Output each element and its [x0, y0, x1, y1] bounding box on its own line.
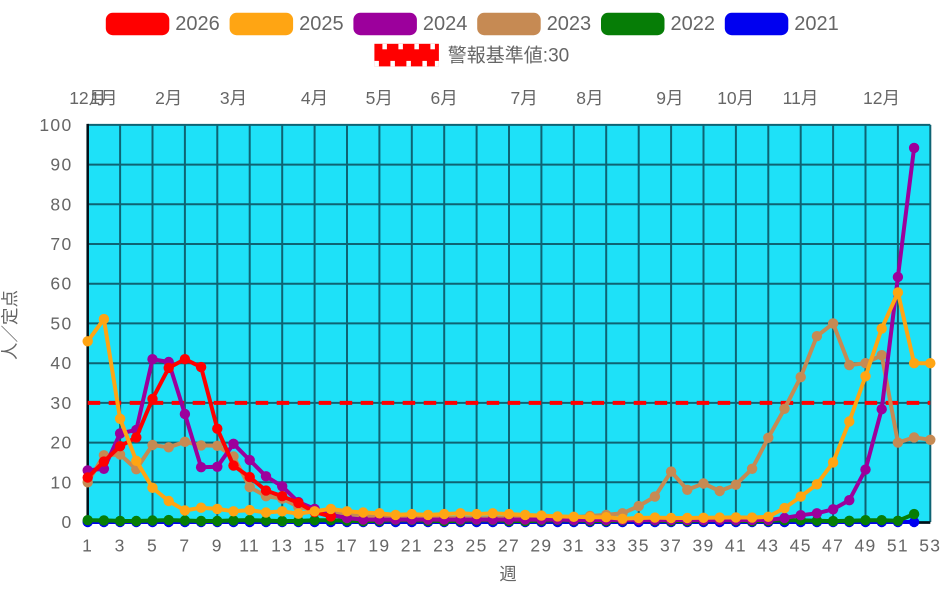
svg-text:2022: 2022 — [671, 13, 716, 35]
svg-text:19: 19 — [368, 536, 390, 556]
svg-text:80: 80 — [50, 194, 72, 214]
svg-text:3: 3 — [115, 536, 126, 556]
svg-text:7月: 7月 — [510, 88, 537, 108]
svg-text:90: 90 — [50, 155, 72, 175]
svg-text:21: 21 — [401, 536, 423, 556]
svg-text:41: 41 — [725, 536, 747, 556]
svg-text:33: 33 — [595, 536, 617, 556]
svg-text:25: 25 — [466, 536, 488, 556]
svg-text:7: 7 — [179, 536, 190, 556]
svg-text:2025: 2025 — [299, 13, 344, 35]
svg-text:100: 100 — [39, 115, 72, 135]
svg-text:35: 35 — [628, 536, 650, 556]
svg-text:39: 39 — [692, 536, 714, 556]
svg-text:50: 50 — [50, 313, 72, 333]
svg-text:43: 43 — [757, 536, 779, 556]
svg-text:2024: 2024 — [423, 13, 468, 35]
svg-text:0: 0 — [61, 512, 72, 532]
svg-text:47: 47 — [822, 536, 844, 556]
svg-text:20: 20 — [50, 433, 72, 453]
svg-text:2026: 2026 — [175, 13, 220, 35]
svg-text:週: 週 — [499, 564, 517, 584]
svg-text:30: 30 — [50, 393, 72, 413]
svg-text:人／定点: 人／定点 — [0, 290, 20, 360]
svg-text:51: 51 — [887, 536, 909, 556]
svg-text:11: 11 — [239, 536, 260, 556]
svg-text:12月: 12月 — [863, 88, 900, 108]
svg-text:45: 45 — [790, 536, 812, 556]
svg-text:49: 49 — [854, 536, 876, 556]
svg-text:53: 53 — [919, 536, 941, 556]
svg-text:1: 1 — [82, 536, 93, 556]
svg-text:17: 17 — [336, 536, 358, 556]
svg-text:23: 23 — [433, 536, 455, 556]
svg-text:10: 10 — [50, 472, 72, 492]
svg-text:9: 9 — [212, 536, 223, 556]
svg-text:警報基準値:30: 警報基準値:30 — [448, 45, 569, 67]
svg-text:60: 60 — [50, 274, 72, 294]
svg-text:13: 13 — [271, 536, 293, 556]
svg-text:9月: 9月 — [656, 88, 683, 108]
svg-text:4月: 4月 — [301, 88, 328, 108]
svg-text:15: 15 — [304, 536, 326, 556]
svg-text:3月: 3月 — [220, 88, 247, 108]
svg-text:5月: 5月 — [366, 88, 393, 108]
svg-text:31: 31 — [563, 536, 585, 556]
svg-text:40: 40 — [50, 353, 72, 373]
svg-text:2021: 2021 — [794, 13, 839, 35]
svg-text:2月: 2月 — [155, 88, 182, 108]
svg-text:29: 29 — [530, 536, 552, 556]
svg-text:2023: 2023 — [547, 13, 592, 35]
svg-text:6月: 6月 — [430, 88, 457, 108]
svg-text:27: 27 — [498, 536, 520, 556]
svg-text:8月: 8月 — [576, 88, 603, 108]
svg-text:11月: 11月 — [783, 88, 819, 108]
svg-text:10月: 10月 — [717, 88, 754, 108]
svg-text:5: 5 — [147, 536, 158, 556]
svg-text:12月: 12月 — [69, 88, 106, 108]
svg-text:1月: 1月 — [90, 88, 117, 108]
svg-text:70: 70 — [50, 234, 72, 254]
svg-text:37: 37 — [660, 536, 682, 556]
